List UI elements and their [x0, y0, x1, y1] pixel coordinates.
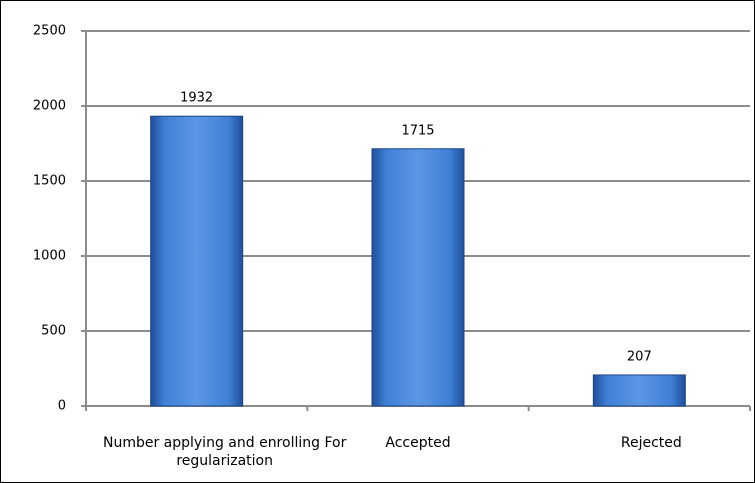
- y-tick-label: 0: [58, 399, 66, 414]
- y-tick-label: 2000: [33, 99, 66, 114]
- x-tick-label: Number applying and enrolling For regula…: [102, 435, 347, 469]
- data-label: 207: [627, 349, 652, 364]
- y-tick-label: 500: [41, 324, 66, 339]
- data-label: 1932: [180, 91, 213, 106]
- bar: [371, 148, 465, 407]
- x-tick-label: Accepted: [385, 435, 451, 451]
- bar: [592, 374, 686, 407]
- bar: [150, 115, 244, 407]
- y-tick-label: 2500: [33, 24, 66, 39]
- y-tick-label: 1500: [33, 174, 66, 189]
- y-tick-label: 1000: [33, 249, 66, 264]
- data-label: 1715: [401, 123, 434, 138]
- x-tick-label: Rejected: [620, 435, 682, 451]
